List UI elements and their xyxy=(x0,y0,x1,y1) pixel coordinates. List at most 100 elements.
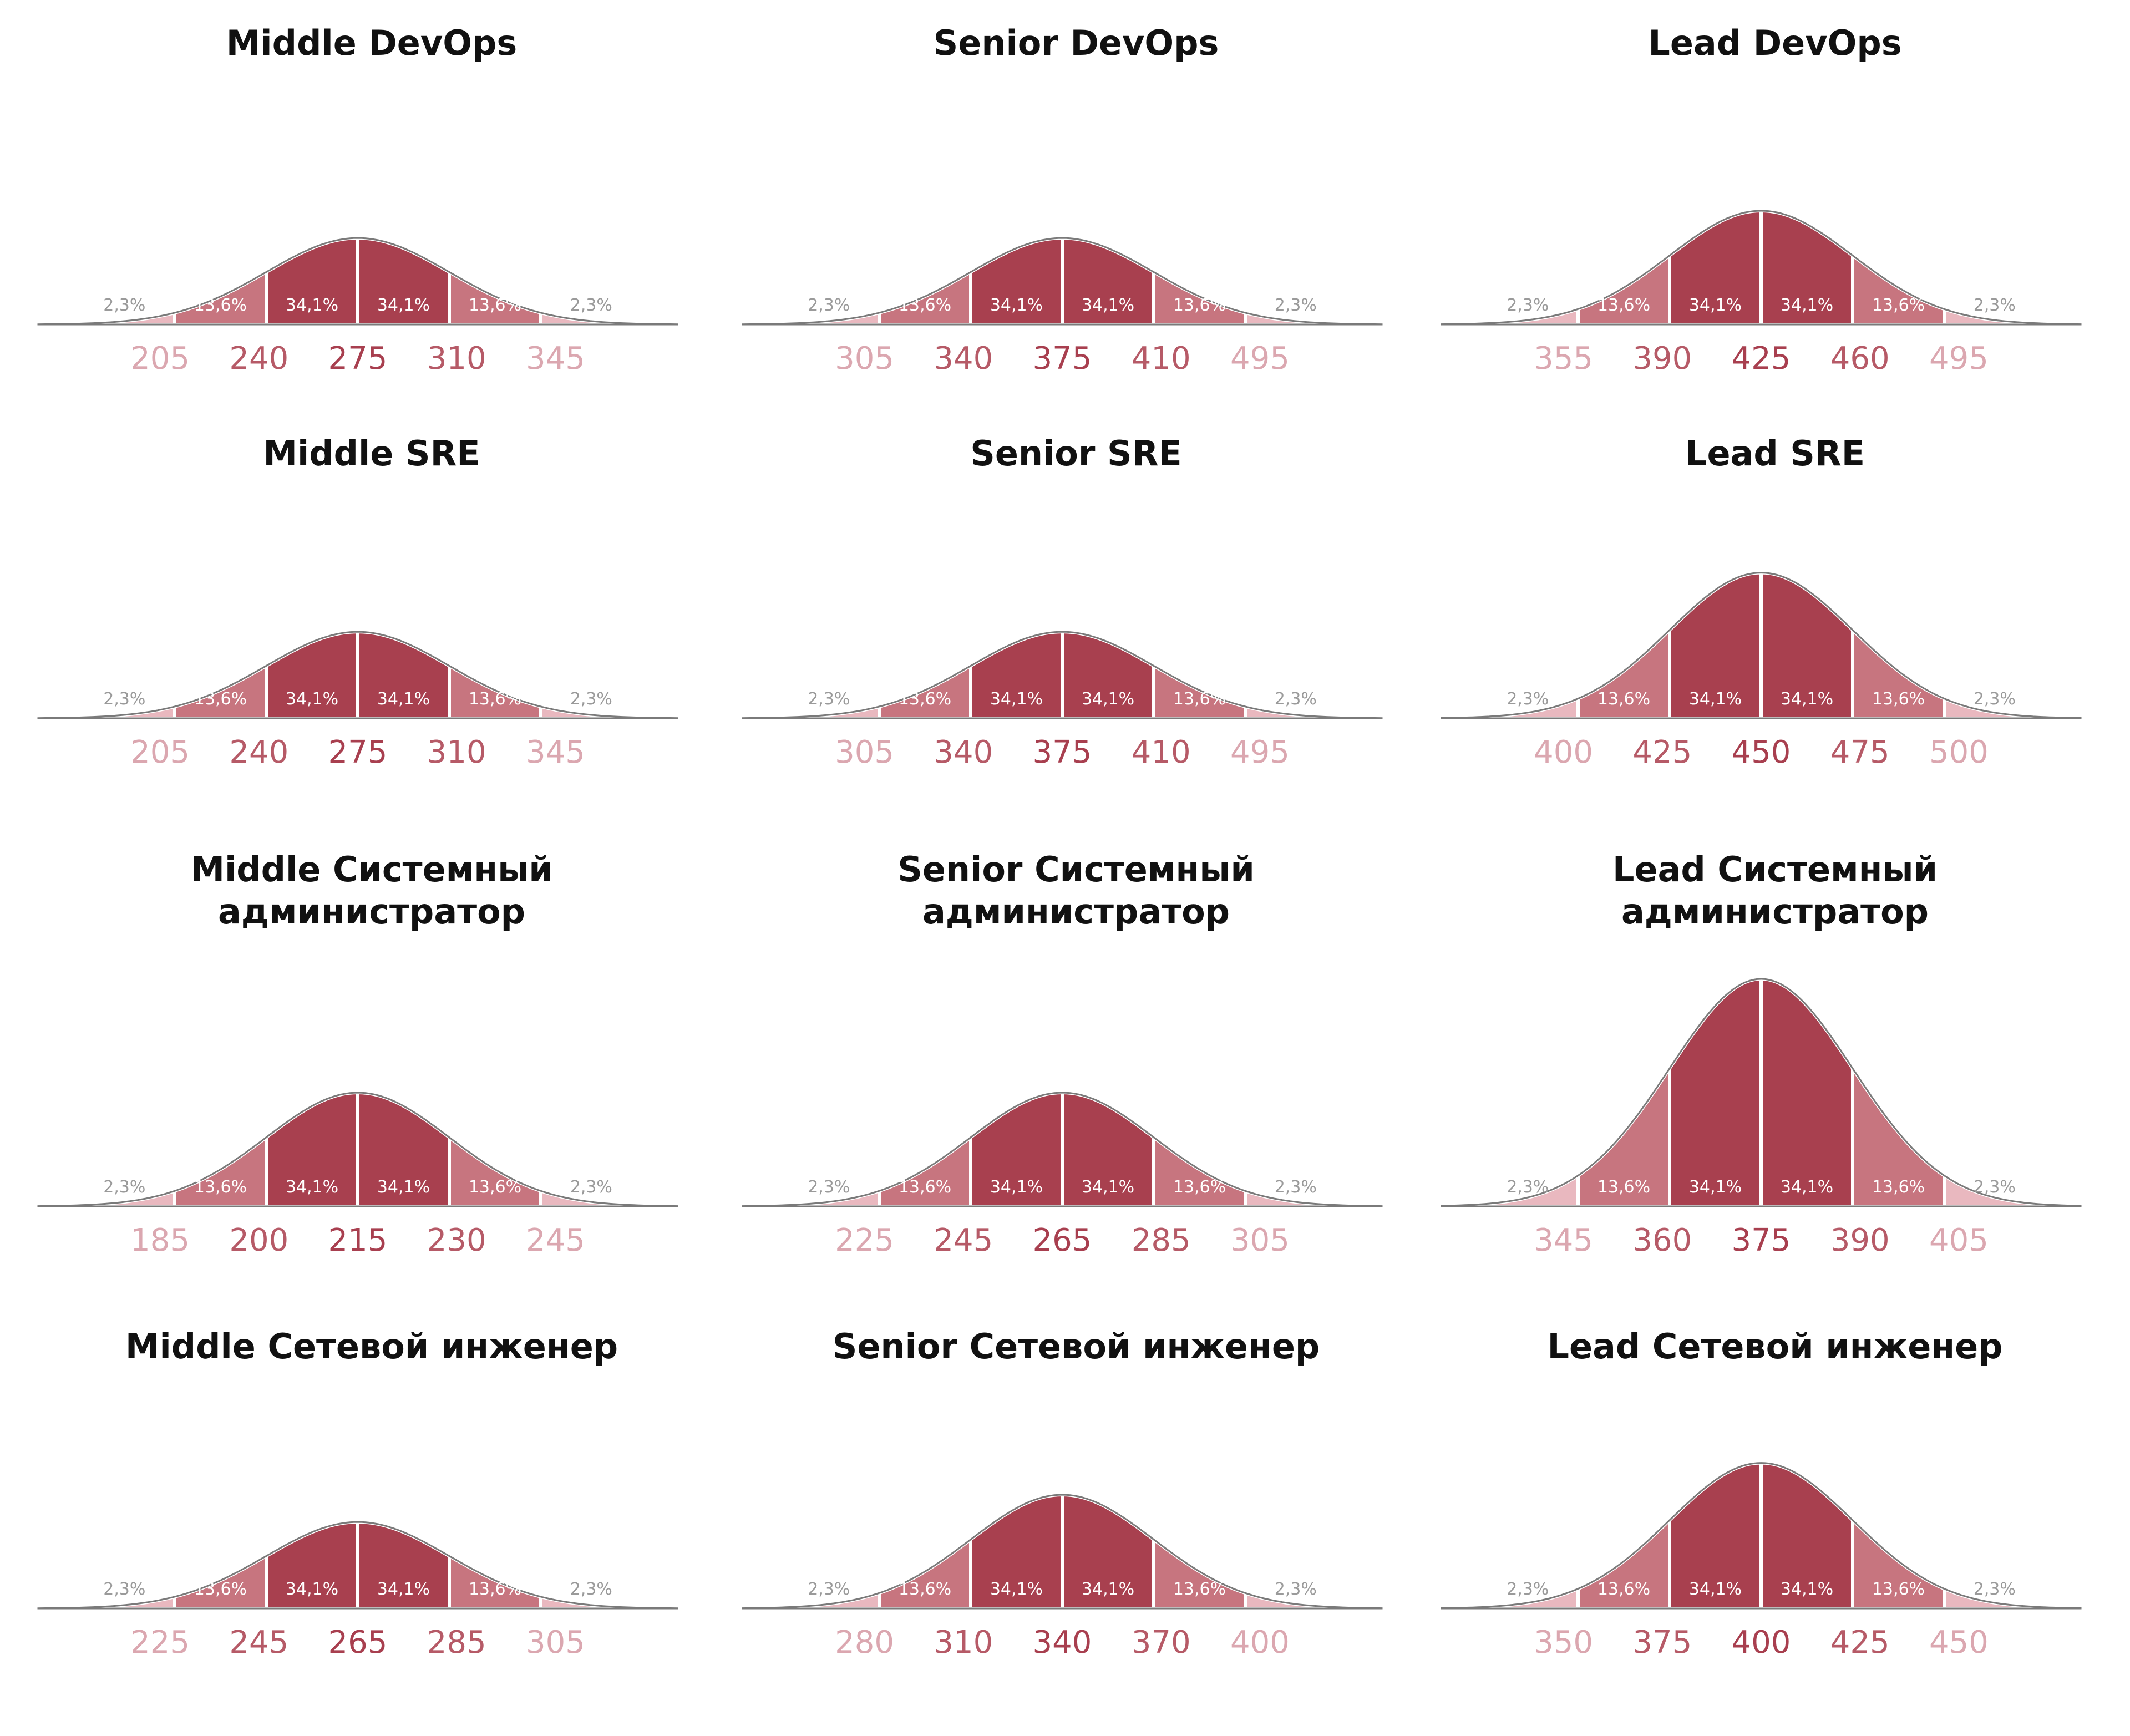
segment-percent-label: 34,1% xyxy=(1689,1580,1742,1599)
distribution-panel: Lead Сетевой инженер 2,3% 13,6% 34,1% 34,1% 1… xyxy=(1420,1326,2130,1736)
segment-percent-label: 34,1% xyxy=(990,1580,1043,1599)
segment-percent-label: 34,1% xyxy=(286,1177,338,1197)
x-tick-label: 500 xyxy=(1929,734,1989,770)
segment-percent-label: 2,3% xyxy=(1275,1177,1317,1197)
distribution-segment xyxy=(1759,977,1854,1208)
x-tick-label: 230 xyxy=(427,1222,486,1258)
x-tick-label: 245 xyxy=(229,1625,288,1661)
distribution-panel: Lead Системный администратор 2,3% 13,6% 34,… xyxy=(1420,849,2130,1259)
segment-percent-label: 34,1% xyxy=(286,1580,338,1599)
segment-percent-label: 2,3% xyxy=(1507,1580,1549,1599)
segment-percent-label: 13,6% xyxy=(1598,1177,1650,1197)
x-tick-label: 205 xyxy=(130,341,190,377)
distribution-panel: Middle Системный администратор 2,3% 13,6% 3… xyxy=(17,849,727,1259)
segment-percent-label: 34,1% xyxy=(990,1177,1043,1197)
segment-percent-label: 34,1% xyxy=(1781,1177,1833,1197)
segment-percent-label: 2,3% xyxy=(570,1177,612,1197)
segment-percent-label: 34,1% xyxy=(377,1177,430,1197)
x-tick-label: 350 xyxy=(1534,1625,1593,1661)
x-tick-label: 375 xyxy=(1033,734,1092,770)
segment-percent-label: 2,3% xyxy=(1507,296,1549,315)
segment-percent-label: 34,1% xyxy=(1689,1177,1742,1197)
segment-percent-label: 34,1% xyxy=(1781,689,1833,709)
segment-percent-label: 34,1% xyxy=(1082,1580,1134,1599)
curve-outline xyxy=(37,1521,678,1610)
distribution-panel: Senior DevOps 2,3% 13,6% 34,1% 34,1% 13,6% 2,3… xyxy=(721,22,1431,433)
x-tick-label: 310 xyxy=(427,734,486,770)
segment-percent-label: 2,3% xyxy=(103,689,145,709)
bell-curve-chart: 2,3% 13,6% 34,1% 34,1% 13,6% 2,3% 345 360 375 390… xyxy=(1441,977,2082,1258)
segment-percent-label: 13,6% xyxy=(1598,296,1650,315)
x-tick-label: 345 xyxy=(526,734,585,770)
x-tick-label: 225 xyxy=(835,1222,894,1258)
x-tick-label: 340 xyxy=(934,734,993,770)
segment-percent-label: 2,3% xyxy=(1275,689,1317,709)
bell-curve-chart: 2,3% 13,6% 34,1% 34,1% 13,6% 2,3% 225 245 265 285… xyxy=(37,1520,678,1661)
bell-curve-chart: 2,3% 13,6% 34,1% 34,1% 13,6% 2,3% 205 240 275 310… xyxy=(37,630,678,770)
segment-percent-label: 13,6% xyxy=(469,1580,521,1599)
segment-percent-label: 2,3% xyxy=(570,689,612,709)
distribution-panel: Lead DevOps 2,3% 13,6% 34,1% 34,1% 13,6% 2,3% 3… xyxy=(1420,22,2130,433)
x-tick-label: 265 xyxy=(1033,1222,1092,1258)
segment-percent-label: 2,3% xyxy=(1507,1177,1549,1197)
x-tick-label: 185 xyxy=(130,1222,190,1258)
segment-percent-label: 13,6% xyxy=(1173,296,1226,315)
x-tick-label: 375 xyxy=(1632,1625,1692,1661)
x-tick-label: 245 xyxy=(526,1222,585,1258)
x-tick-label: 370 xyxy=(1132,1625,1191,1661)
x-tick-label: 265 xyxy=(328,1625,388,1661)
segment-percent-label: 34,1% xyxy=(1689,689,1742,709)
segment-percent-label: 34,1% xyxy=(990,296,1043,315)
segment-percent-label: 13,6% xyxy=(194,296,247,315)
segment-percent-label: 2,3% xyxy=(808,689,850,709)
chart-title: Middle SRE xyxy=(263,433,480,474)
bell-curve-chart: 2,3% 13,6% 34,1% 34,1% 13,6% 2,3% 225 245 265 285… xyxy=(742,1090,1383,1258)
x-tick-label: 275 xyxy=(328,734,388,770)
segment-percent-label: 13,6% xyxy=(899,296,951,315)
chart-title: Middle Системный администратор xyxy=(190,849,553,932)
chart-title: Middle DevOps xyxy=(226,23,518,63)
chart-title: Middle Сетевой инженер xyxy=(125,1326,618,1367)
x-tick-label: 475 xyxy=(1830,734,1890,770)
bell-curve-chart: 2,3% 13,6% 34,1% 34,1% 13,6% 2,3% 280 310 340 370… xyxy=(742,1493,1383,1661)
chart-title: Senior SRE xyxy=(970,433,1182,474)
bell-curve-chart: 2,3% 13,6% 34,1% 34,1% 13,6% 2,3% 185 200 215 230… xyxy=(37,1090,678,1258)
segment-percent-label: 13,6% xyxy=(1872,1177,1925,1197)
bell-curve-chart: 2,3% 13,6% 34,1% 34,1% 13,6% 2,3% 400 425 450 475… xyxy=(1441,571,2082,770)
curve-outline xyxy=(1441,978,2082,1207)
distribution-segment xyxy=(1668,977,1763,1208)
segment-percent-label: 34,1% xyxy=(1689,296,1742,315)
segment-percent-label: 13,6% xyxy=(1598,689,1650,709)
x-tick-label: 305 xyxy=(526,1625,585,1661)
x-tick-label: 360 xyxy=(1632,1222,1692,1258)
x-tick-label: 200 xyxy=(229,1222,288,1258)
x-tick-label: 245 xyxy=(934,1222,993,1258)
x-tick-label: 425 xyxy=(1732,341,1791,377)
x-tick-label: 450 xyxy=(1732,734,1791,770)
curve-outline xyxy=(1441,1462,2082,1609)
x-tick-label: 375 xyxy=(1033,341,1092,377)
x-tick-label: 225 xyxy=(130,1625,190,1661)
curve-outline xyxy=(742,237,1383,326)
segment-percent-label: 13,6% xyxy=(1872,296,1925,315)
x-tick-label: 390 xyxy=(1830,1222,1890,1258)
x-tick-label: 400 xyxy=(1732,1625,1791,1661)
segment-percent-label: 2,3% xyxy=(1974,689,2016,709)
x-tick-label: 205 xyxy=(130,734,190,770)
segment-percent-label: 13,6% xyxy=(1598,1580,1650,1599)
segment-percent-label: 34,1% xyxy=(286,296,338,315)
x-tick-label: 285 xyxy=(427,1625,486,1661)
x-tick-label: 305 xyxy=(835,734,894,770)
x-tick-label: 345 xyxy=(526,341,585,377)
chart-title: Senior DevOps xyxy=(933,23,1219,63)
x-tick-label: 390 xyxy=(1632,341,1692,377)
x-tick-label: 285 xyxy=(1132,1222,1191,1258)
segment-percent-label: 13,6% xyxy=(1173,1177,1226,1197)
segment-percent-label: 13,6% xyxy=(1872,689,1925,709)
x-tick-label: 240 xyxy=(229,734,288,770)
bell-curve-chart: 2,3% 13,6% 34,1% 34,1% 13,6% 2,3% 305 340 375 410… xyxy=(742,630,1383,770)
x-tick-label: 340 xyxy=(1033,1625,1092,1661)
segment-percent-label: 2,3% xyxy=(103,1177,145,1197)
curve-outline xyxy=(742,631,1383,719)
segment-percent-label: 13,6% xyxy=(1173,689,1226,709)
